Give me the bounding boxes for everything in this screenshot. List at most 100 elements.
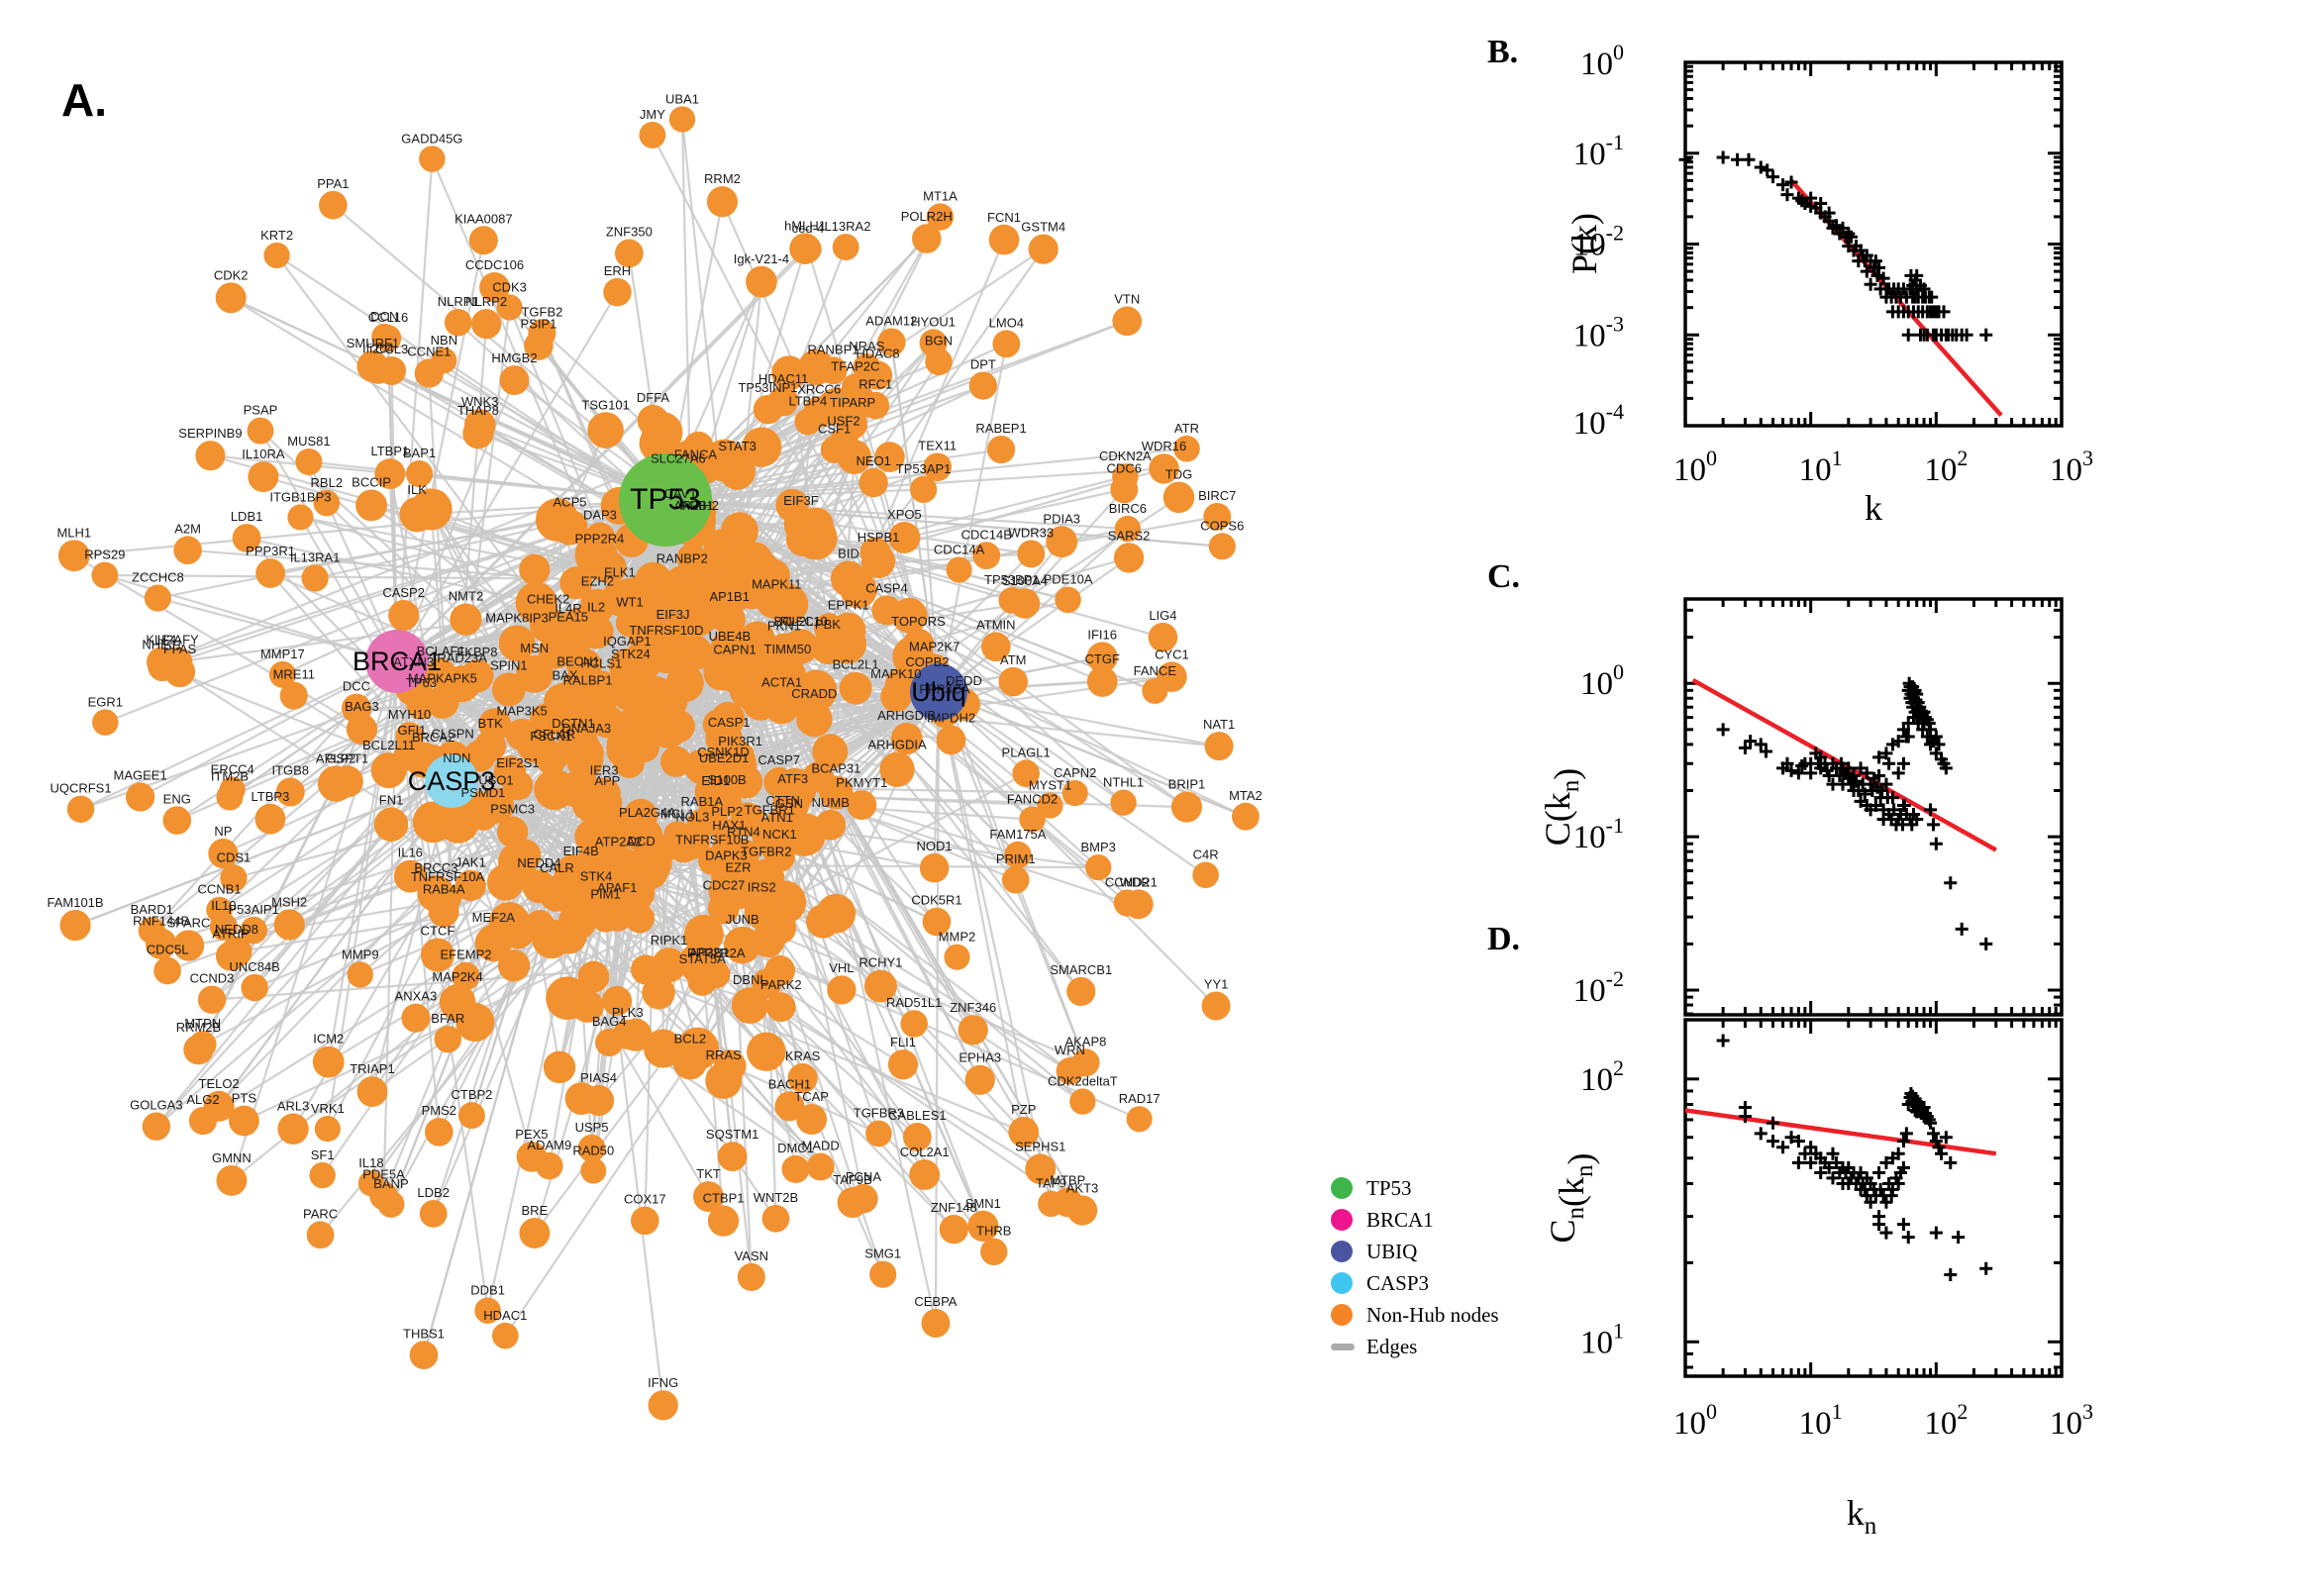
gene-label: NEO1: [856, 453, 890, 468]
y-tick-label: 100: [1580, 40, 1624, 82]
network-node: [142, 1112, 171, 1141]
gene-label: DMC1: [777, 1141, 814, 1155]
gene-label: TP63: [406, 675, 437, 690]
hub-label-brca1: BRCA1: [353, 647, 442, 676]
network-node: [667, 831, 700, 863]
gene-label: IQGAP1: [603, 634, 651, 648]
gene-label: YY1: [1204, 976, 1229, 991]
gene-label: COPB2: [905, 654, 949, 669]
gene-label: EPPK1: [828, 598, 869, 613]
gene-label: HDAC11: [758, 371, 808, 386]
gene-label: IFNG: [648, 1375, 678, 1390]
network-node: [240, 916, 267, 945]
gene-label: FANCA: [674, 447, 718, 461]
gene-label: TELO2: [199, 1076, 240, 1091]
gene-label: DDB1: [470, 1283, 505, 1298]
network-node: [1061, 780, 1088, 807]
y-tick-label: 10-2: [1573, 966, 1624, 1009]
x-tick-label: 103: [2050, 446, 2093, 488]
panel-d-label: D.: [1487, 921, 1521, 957]
network-node: [560, 768, 601, 810]
network-node: [306, 1221, 335, 1249]
gene-label: MAPK10: [870, 666, 921, 681]
gene-label: PARC: [303, 1206, 338, 1221]
network-gene-labels: TCAP Ifi204 H2AFY ZCCHC8 CDS1 hMLH1 BAP1 WNT2B R…: [48, 91, 1262, 1390]
network-node: [972, 542, 1001, 570]
gene-label: LDB1: [231, 509, 263, 524]
network-node: [869, 1260, 897, 1288]
network-node: [862, 360, 893, 390]
network-node: [639, 121, 666, 149]
network-node: [587, 412, 624, 449]
network-node: [1038, 1190, 1064, 1218]
gene-label: RPS29: [84, 548, 125, 562]
gene-label: BAG3: [345, 699, 379, 714]
gene-label: NEDD4: [517, 855, 560, 870]
gene-label: SERPINB9: [178, 426, 242, 441]
gene-label: IFI16: [1087, 627, 1117, 642]
network-edge: [155, 821, 435, 1128]
gene-label: WT1: [616, 594, 643, 609]
network-node: [188, 1106, 218, 1136]
network-node: [1142, 677, 1168, 704]
network-node: [986, 435, 1016, 464]
gene-label: TAF9B: [833, 1172, 872, 1187]
gene-label: FN1: [379, 793, 404, 808]
gene-label: LTBP3: [252, 789, 290, 804]
network-edge: [798, 699, 937, 1324]
network-edge: [430, 509, 454, 782]
network-node: [939, 1215, 968, 1245]
gene-label: TAF9: [1036, 1176, 1066, 1191]
network-node: [624, 903, 656, 934]
gene-label: TGFBR2: [741, 845, 791, 859]
gene-label: NLRP2: [465, 294, 507, 309]
network-node: [772, 783, 808, 818]
gene-label: FANCD2: [1007, 791, 1058, 806]
gene-label: RANBP2: [656, 550, 708, 565]
network-node: [216, 1164, 248, 1196]
network-node: [1208, 533, 1236, 560]
gene-label: S100B: [708, 772, 747, 787]
gene-label: GFI1: [398, 723, 427, 738]
gene-label: TDG: [1165, 467, 1192, 482]
network-node: [675, 1027, 720, 1070]
gene-label: Ifi204: [362, 342, 394, 356]
legend-dot-icon: [1331, 1241, 1353, 1262]
network-node: [761, 1204, 790, 1233]
network-edge: [509, 921, 1025, 1134]
panel-a-label: A.: [61, 74, 107, 126]
gene-label: JAK1: [455, 855, 486, 870]
gene-label: CTCF: [421, 924, 455, 939]
network-node: [706, 186, 739, 218]
network-node: [891, 597, 928, 634]
gene-label: USO1: [478, 773, 513, 788]
network-node: [1086, 642, 1118, 673]
y-tick-label: 10-1: [1573, 813, 1624, 855]
network-node: [172, 930, 205, 961]
gene-label: PSIP1: [521, 316, 557, 331]
gene-label: CHEK2: [527, 592, 569, 607]
network-edge: [890, 342, 941, 693]
network-node: [1012, 759, 1040, 787]
gene-label: LTBP1: [370, 444, 409, 458]
network-node: [827, 975, 857, 1005]
gene-label: CCL16: [368, 310, 408, 325]
network-node: [277, 1113, 309, 1145]
network-node: [1086, 666, 1118, 697]
network-node: [648, 707, 689, 748]
gene-label: NEDD8: [215, 922, 258, 937]
network-node: [648, 1390, 678, 1421]
gene-label: DCTN1: [552, 716, 594, 731]
network-node: [980, 1238, 1008, 1265]
gene-label: MYH10: [388, 707, 431, 722]
gene-label: IER3: [590, 762, 619, 777]
gene-label: PDIA3: [1043, 511, 1080, 526]
network-edge: [783, 772, 1027, 904]
network-node: [254, 803, 286, 835]
gene-label: DAP3: [583, 508, 617, 523]
network-node: [1017, 540, 1046, 568]
legend-item-ubiq: UBIQ: [1331, 1236, 1499, 1267]
gene-label: CSNK1D: [697, 745, 750, 759]
network-node: [879, 751, 915, 787]
network-node: [1201, 991, 1231, 1021]
